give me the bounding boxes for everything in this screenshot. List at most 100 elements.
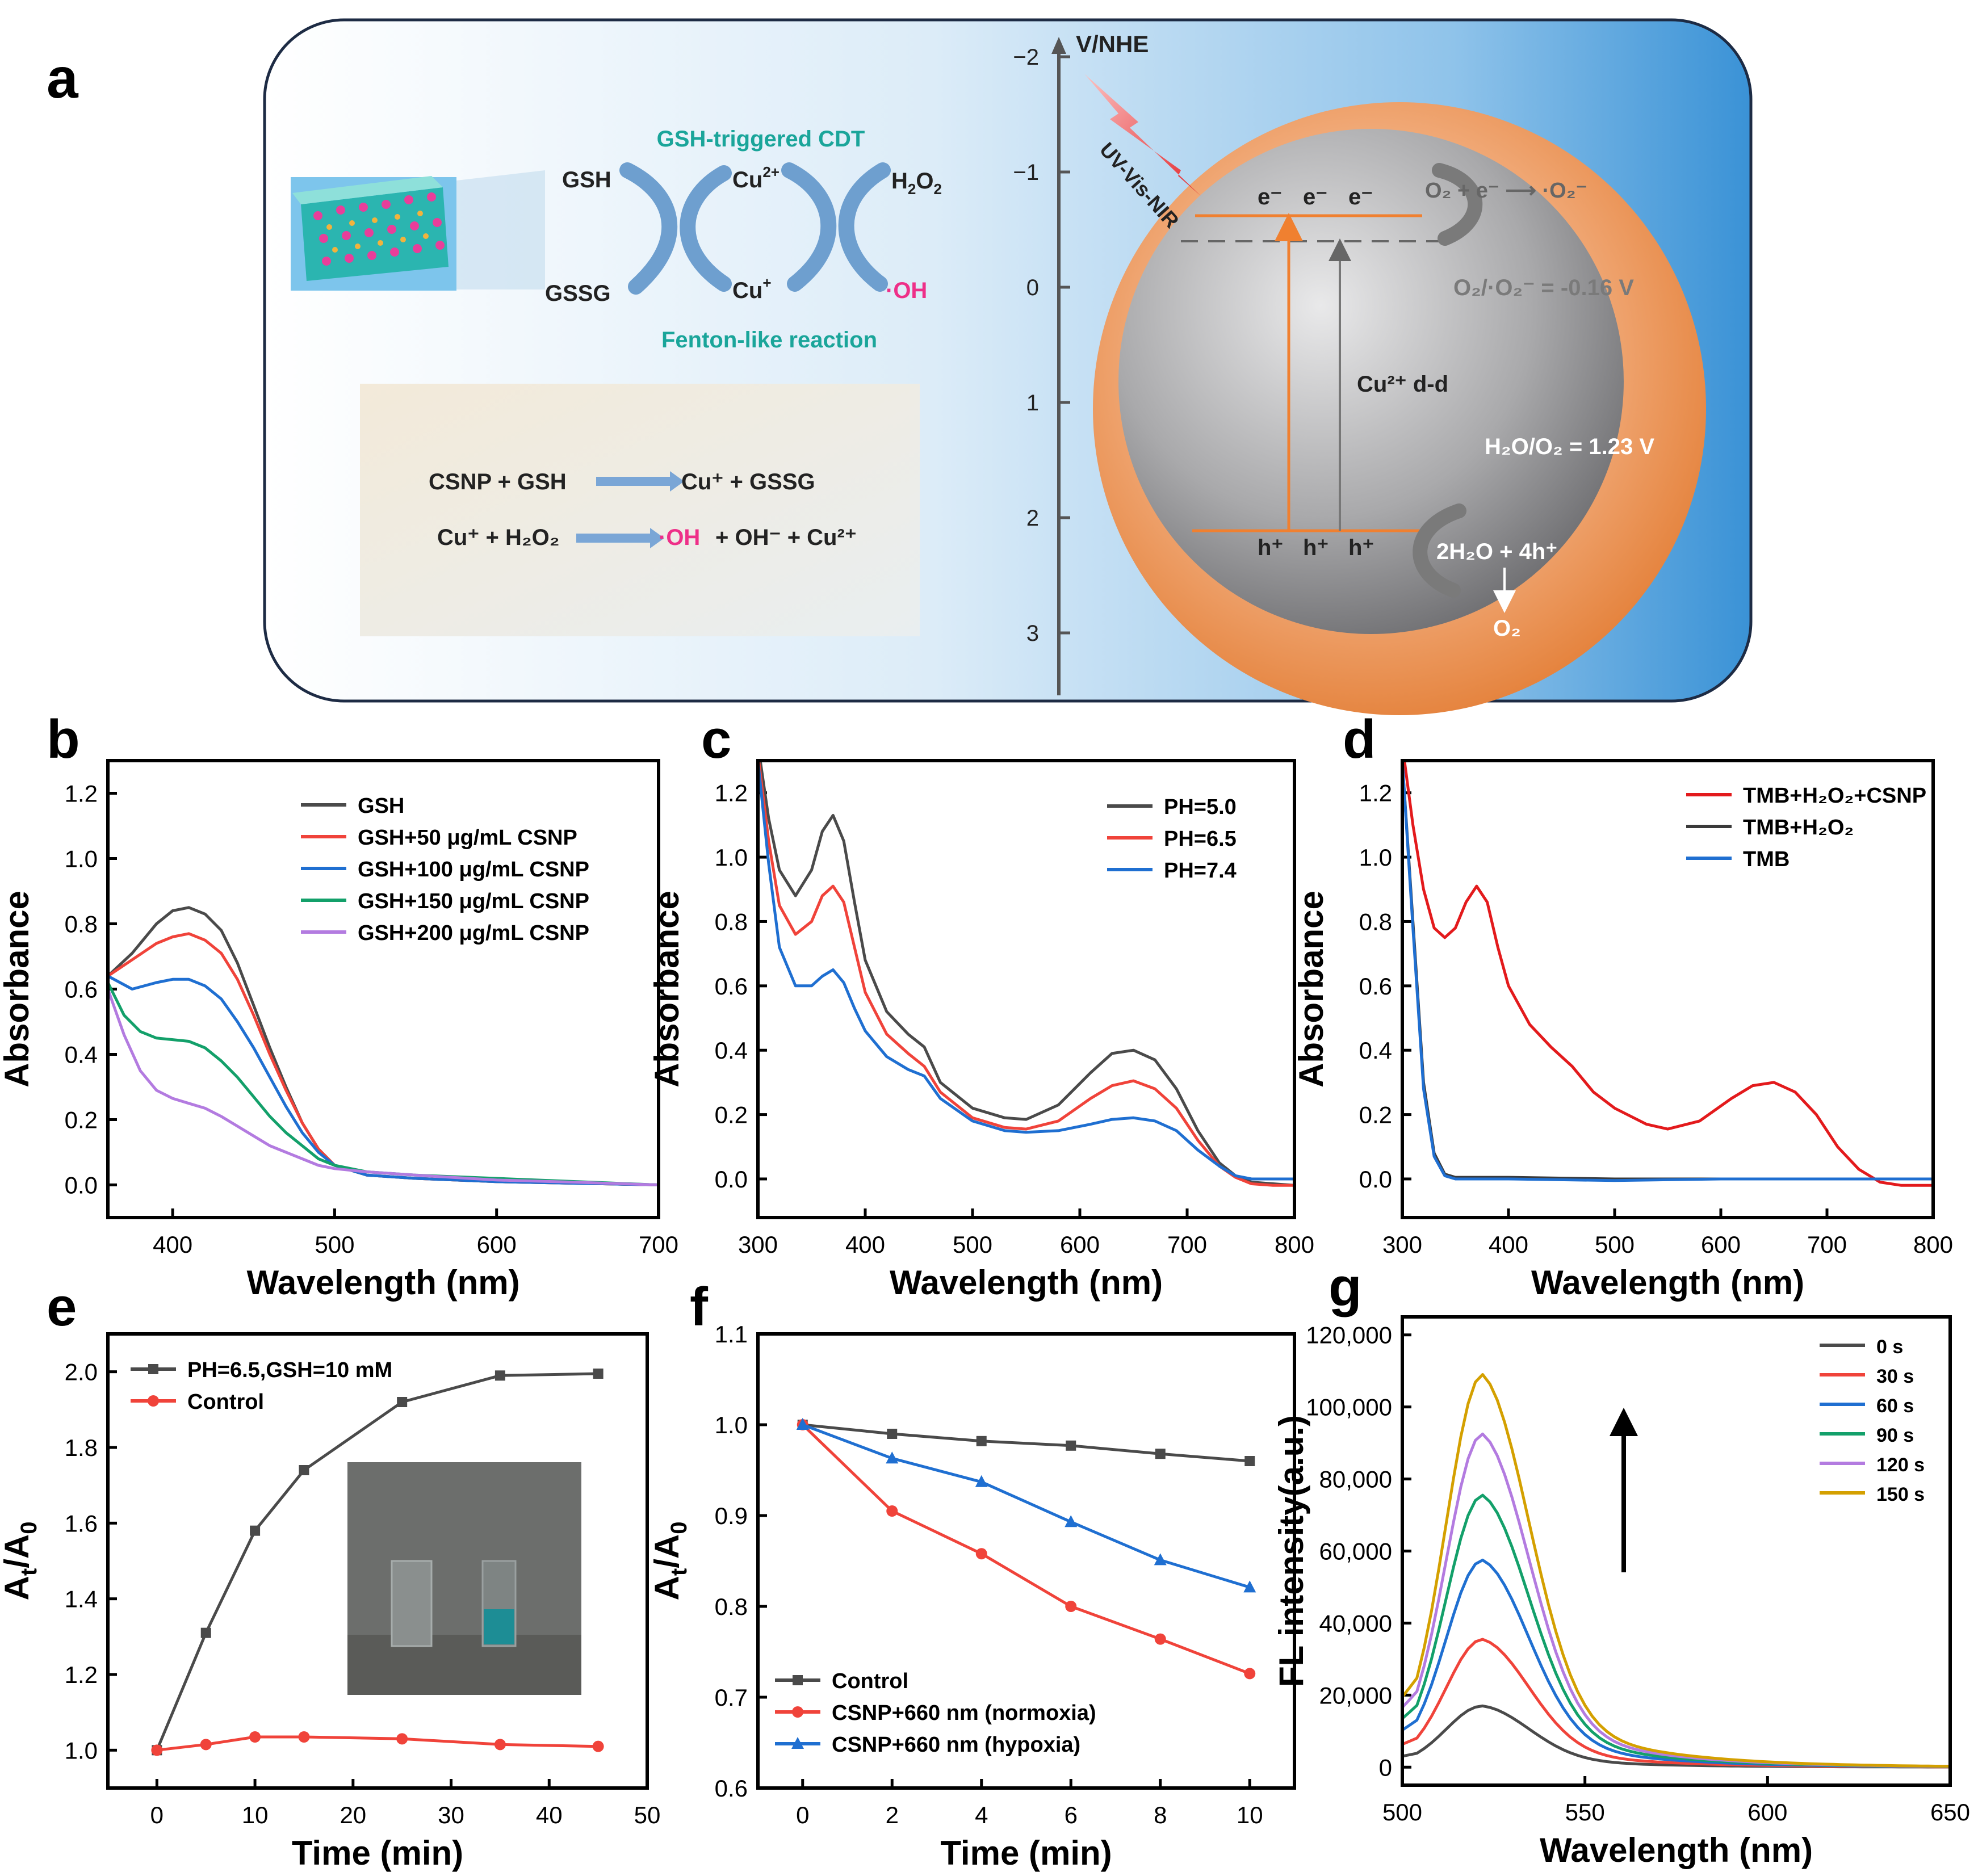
oh-radical-label: ·OH [886,278,927,303]
legend-label: GSH+50 μg/mL CSNP [358,826,577,850]
legend-marker [148,1395,159,1407]
y-tick-label: 0.2 [1359,1102,1392,1128]
cycle-subtitle: Fenton-like reaction [661,328,877,352]
legend: TMB+H₂O₂+CSNP TMB+H₂O₂ TMB [1686,784,1926,871]
data-point [1065,1515,1078,1527]
plot-frame [1401,759,1935,1219]
x-tick-label: 500 [1595,1231,1635,1258]
data-point [397,1397,408,1407]
x-tick-label: 300 [738,1231,778,1258]
x-tick-label: 500 [315,1231,354,1258]
series-line [157,1735,598,1752]
eq1-left: CSNP + GSH [429,469,567,494]
data-point [975,1475,988,1487]
eq2-right: + OH⁻ + Cu²⁺ [715,525,857,550]
y-tick-label: 0.8 [1359,908,1392,935]
x-tick-label: 0 [796,1802,809,1828]
y-tick-label: 1.8 [65,1434,98,1461]
legend-label: PH=5.0 [1164,795,1237,819]
data-point [1065,1601,1077,1612]
panel-a: a GSH-triggered CDT Fenton-like reaction… [47,18,1753,715]
curved-arrow-2 [680,165,732,292]
x-tick-label: 800 [1913,1231,1953,1258]
data-point [299,1465,309,1475]
x-tick-label: 300 [1382,1231,1422,1258]
gsh-label: GSH [562,167,611,192]
series-line [1402,1432,1950,1768]
data-point [250,1525,261,1536]
y-axis-label: Absorbance [1292,891,1330,1088]
energy-tick-label: 1 [1026,391,1039,416]
data-point [592,1740,604,1752]
y-tick-label: 1.0 [715,844,748,871]
x-tick-label: 650 [1930,1799,1970,1825]
data-point [1243,1580,1256,1593]
legend-label: PH=6.5 [1164,827,1237,851]
legend-label: TMB+H₂O₂ [1743,816,1854,840]
equation-box: CSNP + GSH Cu⁺ + GSSG Cu⁺ + H₂O₂ ·OH + O… [360,384,920,636]
y-tick-label: 0.8 [715,908,748,935]
legend: GSH GSH+50 μg/mL CSNP GSH+100 μg/mL CSNP GS… [301,794,589,945]
series-line [802,1423,1251,1589]
grey-core [1118,129,1624,634]
data-point [1155,1449,1166,1459]
data-point [886,1451,899,1464]
y-tick-label: 1.1 [715,1321,748,1348]
data-point [593,1369,604,1379]
y-tick-label: 0.6 [65,976,98,1003]
x-tick-label: 400 [845,1231,885,1258]
energy-axis-title: V/NHE [1076,31,1149,57]
panel-label: g [1329,1257,1362,1317]
x-axis-label: Wavelength (nm) [1531,1264,1804,1302]
y-tick-label: 1.0 [65,1737,98,1764]
x-tick-label: 10 [1237,1802,1263,1828]
y-tick-label: 20,000 [1319,1682,1392,1709]
series-line [1402,1638,1950,1769]
x-tick-label: 6 [1065,1802,1078,1828]
hole-1: h⁺ [1258,535,1284,560]
series-line [108,975,659,1186]
y-tick-label: 0.4 [715,1037,748,1064]
x-tick-label: 400 [153,1231,192,1258]
y-tick-label: 0.4 [1359,1037,1392,1064]
cu2-label: Cu2+ [732,163,780,192]
legend-marker [791,1737,804,1749]
energy-tick-label: 3 [1026,621,1039,646]
series-group [151,1369,604,1756]
dd-transition-label: Cu²⁺ d-d [1357,372,1448,397]
data-point [886,1505,898,1517]
y-tick-label: 0.6 [715,973,748,1000]
cycle-title: GSH-triggered CDT [657,127,865,152]
x-tick-label: 400 [1489,1231,1528,1258]
data-point [151,1744,163,1756]
o2-product: O₂ [1493,616,1521,641]
y-tick-label: 0.4 [65,1042,98,1068]
electron-1: e⁻ [1258,184,1282,209]
legend: Control CSNP+660 nm (normoxia) CSNP+660 nm… [775,1669,1096,1757]
y-axis-label: At/A0 [648,1522,692,1601]
panel-label: d [1343,709,1376,770]
data-point [1244,1456,1255,1466]
data-point [494,1370,505,1381]
data-point [200,1627,211,1638]
data-point [976,1436,987,1446]
x-tick-label: 0 [150,1802,164,1828]
y-tick-label: 1.0 [1359,844,1392,871]
series-line [108,932,659,1186]
y-tick-label: 0.0 [65,1172,98,1199]
y-tick-label: 0.6 [1359,973,1392,1000]
reduction-curve-arrow [1432,163,1483,246]
energy-axis-ticks: −2 −1 0 1 2 3 [1013,45,1070,646]
o2-level-label: O₂/·O₂⁻ = -0.16 V [1453,275,1634,300]
legend-label: PH=6.5,GSH=10 mM [187,1358,392,1382]
data-point [494,1739,506,1751]
panel-a-label: a [47,47,79,110]
panel-label: f [690,1277,709,1337]
legend-label: GSH+150 μg/mL CSNP [358,889,589,913]
series-line [802,1423,1250,1463]
plot-frame [1401,1315,1952,1787]
panel-label: e [47,1277,77,1337]
hole-3: h⁺ [1348,535,1374,560]
legend-marker [792,1706,803,1718]
legend-label: GSH+100 μg/mL CSNP [358,858,589,882]
